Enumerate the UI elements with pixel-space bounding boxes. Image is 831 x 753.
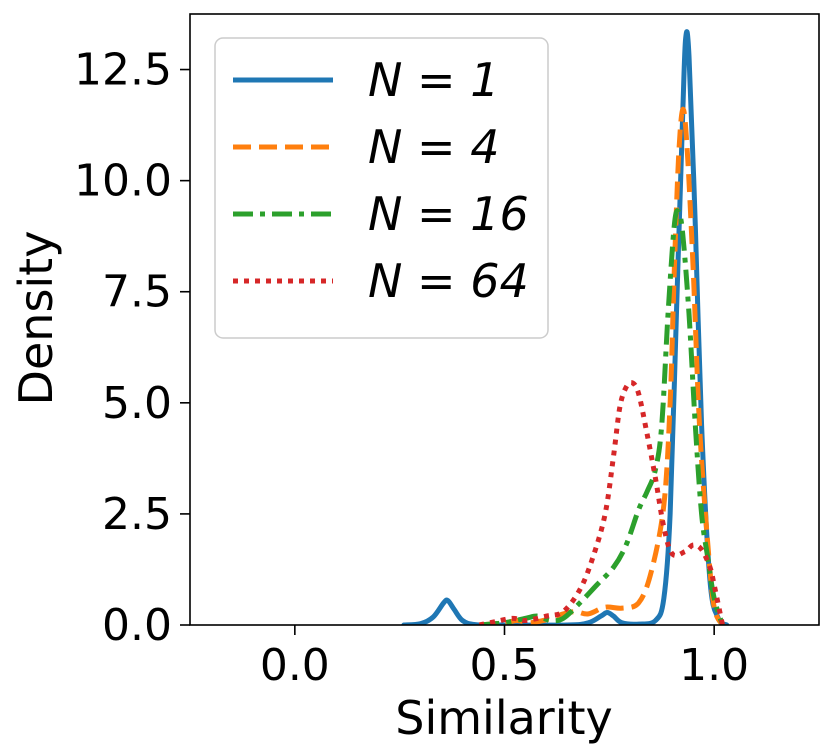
x-tick-label: 0.5 [470,640,540,691]
y-axis: 0.0 2.5 5.0 7.5 10.0 12.5 [74,45,190,651]
x-tick-label: 1.0 [679,640,749,691]
series-layer [401,29,730,625]
y-tick-label: 0.0 [102,600,172,651]
legend: N = 1 N = 4 N = 16 N = 64 [214,37,549,339]
legend-label-2: N = 4 [368,120,499,174]
series-line-4 [478,379,725,625]
y-tick-label: 7.5 [102,267,172,318]
y-tick-label: 2.5 [102,489,172,540]
y-axis-label: Density [9,231,63,406]
series-line-1 [401,29,730,625]
legend-label-1: N = 1 [368,53,499,107]
legend-box [214,37,549,339]
y-tick-label: 12.5 [74,45,172,96]
y-tick-label: 5.0 [102,378,172,429]
x-tick-label: 0.0 [260,640,330,691]
legend-label-3: N = 16 [368,187,529,241]
y-tick-label: 10.0 [74,156,172,207]
x-axis-label: Similarity [395,691,613,745]
legend-label-4: N = 64 [368,254,529,308]
x-axis: 0.0 0.5 1.0 [260,625,749,691]
